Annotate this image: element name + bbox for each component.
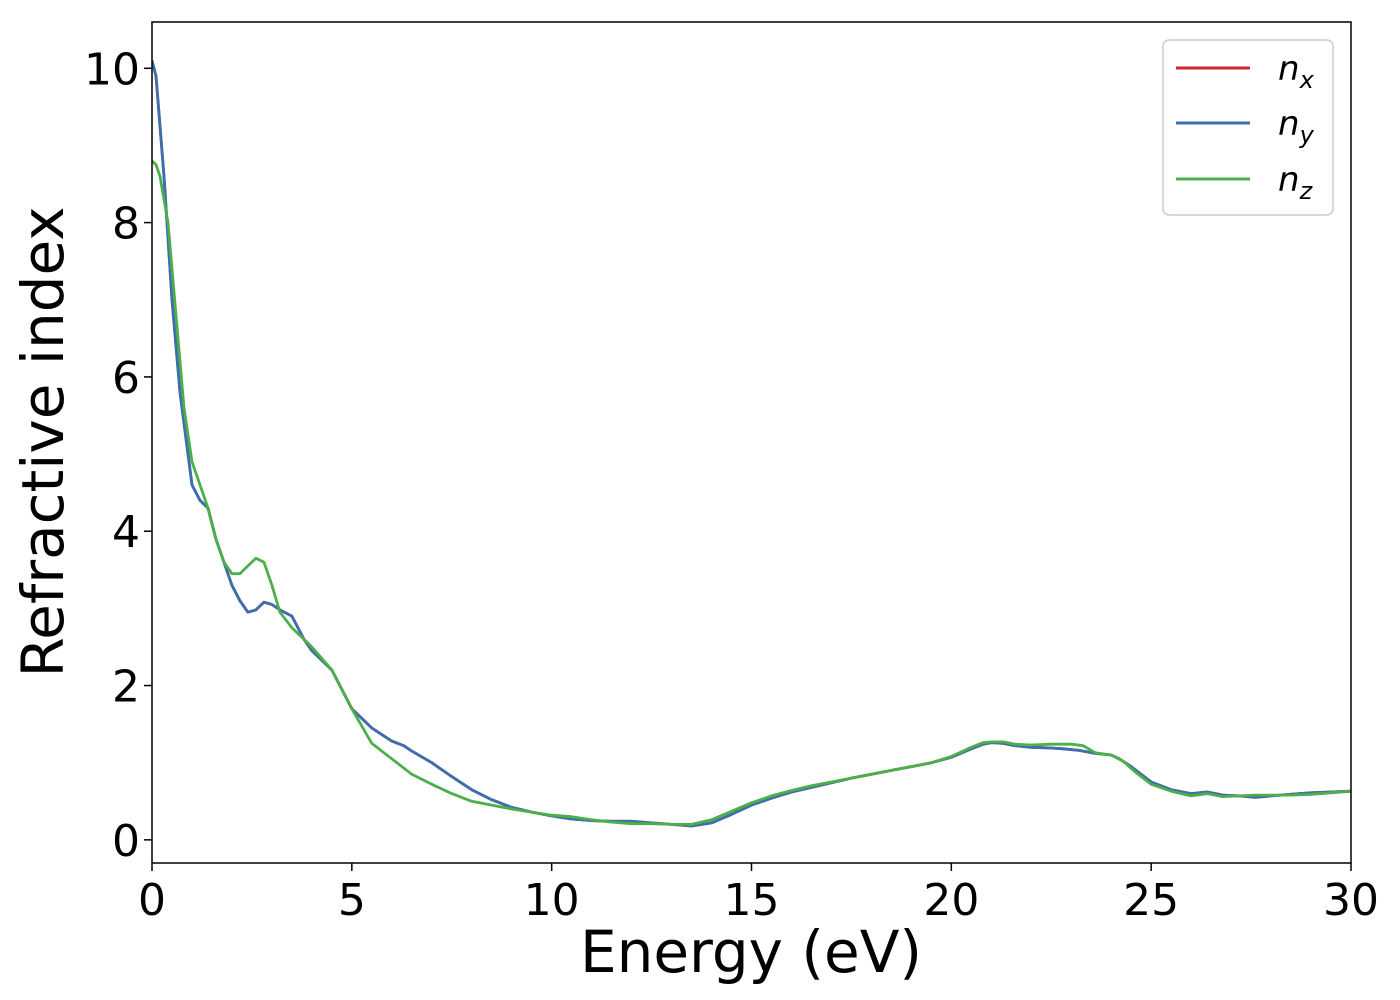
x-tick-label: 25: [1123, 875, 1179, 926]
legend: nx ny nz: [1162, 39, 1334, 216]
legend-label-ny: ny: [1278, 104, 1315, 149]
x-axis-ticks: 0 5 10 15 20 25 30: [138, 863, 1379, 926]
legend-label-nz: nz: [1278, 160, 1314, 205]
y-axis-ticks: 0 2 4 6 8 10: [84, 44, 152, 867]
y-tick-label: 4: [112, 507, 140, 558]
x-tick-label: 0: [138, 875, 166, 926]
x-tick-label: 10: [524, 875, 580, 926]
x-axis-label: Energy (eV): [580, 918, 922, 986]
series-layer: [152, 60, 1351, 828]
legend-label-nx: nx: [1278, 49, 1315, 94]
y-tick-label: 6: [112, 353, 140, 404]
y-tick-label: 10: [84, 44, 140, 95]
x-tick-label: 5: [338, 875, 366, 926]
x-tick-label: 15: [724, 875, 780, 926]
y-axis-label: Refractive index: [9, 206, 77, 677]
y-tick-label: 2: [112, 662, 140, 713]
y-tick-label: 8: [112, 199, 140, 250]
legend-box: [1162, 39, 1334, 216]
series-line-nz: [152, 159, 1351, 826]
x-tick-label: 20: [923, 875, 979, 926]
y-tick-label: 0: [112, 816, 140, 867]
x-tick-label: 30: [1323, 875, 1379, 926]
